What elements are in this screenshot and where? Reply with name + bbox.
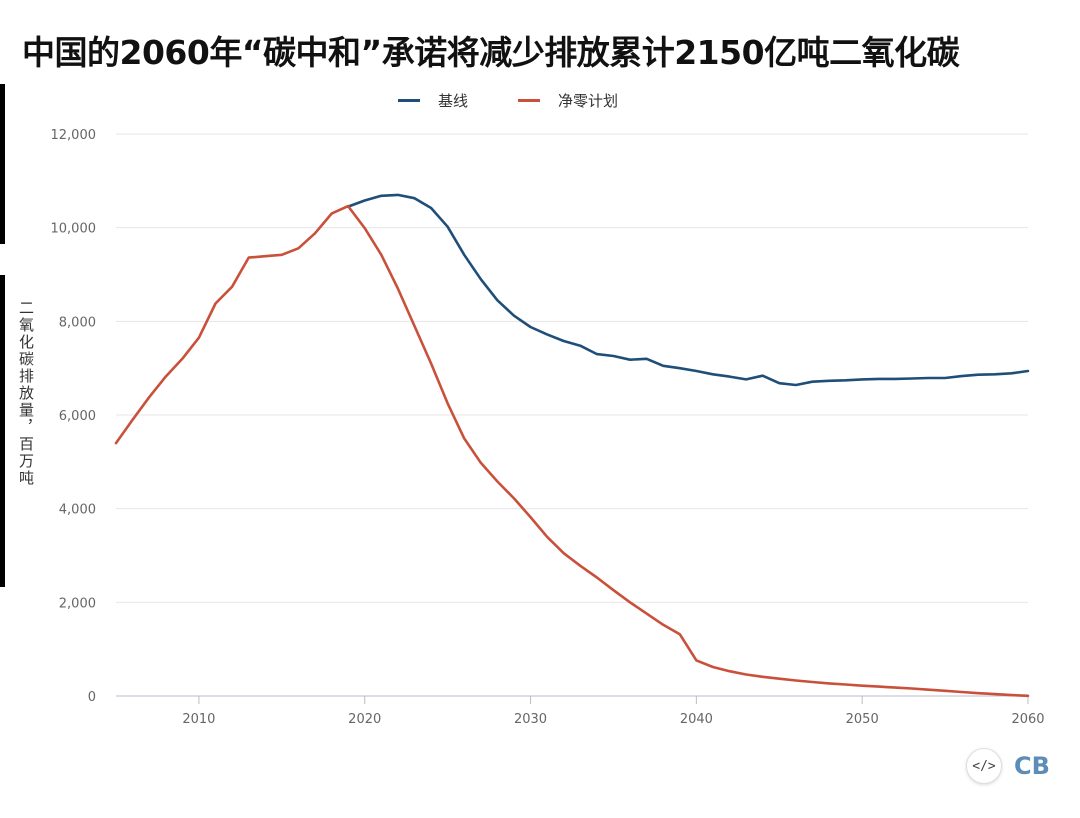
y-tick-label: 6,000 bbox=[59, 409, 96, 424]
x-tick-label: 2040 bbox=[680, 712, 713, 727]
x-tick-label: 2010 bbox=[182, 712, 215, 727]
left-edge-bar bbox=[0, 84, 5, 244]
chart-title: 中国的2060年“碳中和”承诺将减少排放累计2150亿吨二氧化碳 bbox=[22, 33, 960, 72]
x-tick-label: 2050 bbox=[846, 712, 879, 727]
x-tick-label: 2030 bbox=[514, 712, 547, 727]
y-tick-label: 12,000 bbox=[51, 128, 97, 143]
legend-label-baseline: 基线 bbox=[438, 92, 469, 110]
y-tick-label: 2,000 bbox=[59, 596, 96, 611]
series-line-baseline[interactable] bbox=[346, 193, 1030, 387]
y-axis-label: 二氧化碳排放量，百万吨 bbox=[17, 300, 35, 487]
x-tick-label: 2060 bbox=[1011, 712, 1044, 727]
y-tick-label: 10,000 bbox=[51, 222, 97, 237]
y-tick-label: 4,000 bbox=[59, 503, 96, 518]
y-tick-label: 0 bbox=[88, 690, 96, 705]
legend-swatch-baseline bbox=[398, 99, 420, 102]
legend-item-baseline[interactable]: 基线 bbox=[398, 90, 468, 111]
carbon-brief-logo: </> CB bbox=[966, 748, 1050, 784]
x-tick-label: 2020 bbox=[348, 712, 381, 727]
embed-code-icon[interactable]: </> bbox=[966, 748, 1002, 784]
legend-swatch-netzero bbox=[518, 99, 540, 102]
cb-logo-text: CB bbox=[1014, 752, 1050, 780]
legend-item-netzero[interactable]: 净零计划 bbox=[518, 90, 618, 111]
left-edge-bar bbox=[0, 275, 5, 587]
y-tick-label: 8,000 bbox=[59, 315, 96, 330]
legend-label-netzero: 净零计划 bbox=[558, 92, 619, 110]
series-line-netzero[interactable] bbox=[114, 204, 1030, 698]
